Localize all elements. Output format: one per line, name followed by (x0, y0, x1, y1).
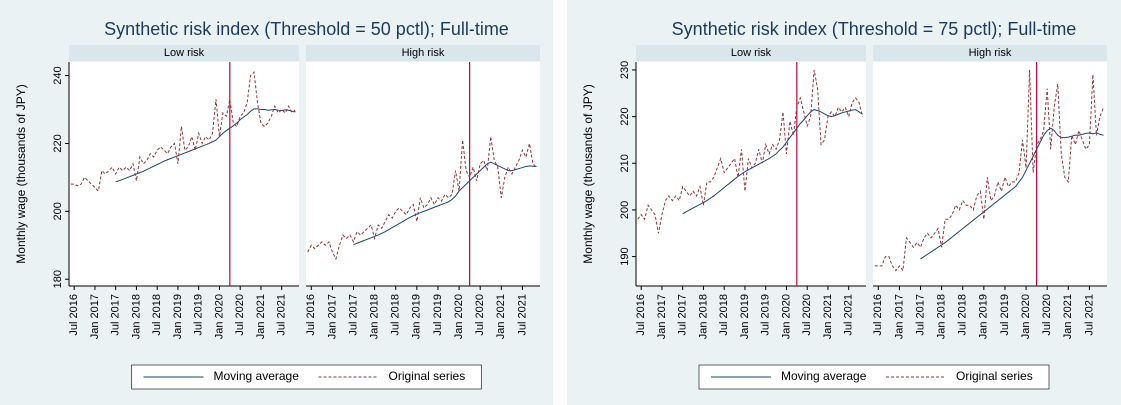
panel-header (873, 45, 1107, 61)
y-tick-label: 200 (52, 202, 64, 220)
x-tick-label: Jan 2020 (453, 294, 465, 339)
plot-area (306, 62, 540, 286)
x-tick-label: Jul 2019 (432, 294, 444, 336)
x-tick-label: Jan 2020 (1020, 294, 1032, 339)
x-tick-label: Jan 2018 (130, 294, 142, 339)
y-tick-label: 210 (619, 154, 631, 172)
x-tick-label: Jul 2017 (110, 294, 122, 336)
x-tick-label: Jan 2018 (697, 294, 709, 339)
y-tick-label: 230 (619, 61, 631, 79)
line-series (637, 69, 864, 234)
y-tick-label: 220 (52, 134, 64, 152)
legend-label: Original series (956, 369, 1033, 383)
line-series (70, 71, 296, 192)
panel-header (636, 45, 866, 61)
chart-title: Synthetic risk index (Threshold = 50 pct… (104, 19, 509, 39)
line-series (115, 108, 296, 183)
legend-label: Original series (389, 369, 466, 383)
x-tick-label: Jul 2019 (999, 294, 1011, 336)
x-tick-label: Jan 2017 (326, 294, 338, 339)
x-tick-label: Jul 2020 (801, 294, 813, 336)
legend-label: Moving average (214, 369, 300, 383)
x-tick-label: Jul 2016 (305, 294, 317, 336)
x-tick-label: Jan 2020 (213, 294, 225, 339)
x-tick-label: Jan 2019 (978, 294, 990, 339)
y-tick-label: 190 (619, 247, 631, 265)
x-tick-label: Jan 2019 (411, 294, 423, 339)
panel-title: Low risk (731, 47, 772, 59)
x-tick-label: Jan 2019 (172, 294, 184, 339)
panel-title: High risk (969, 47, 1012, 59)
x-tick-label: Jan 2021 (822, 294, 834, 339)
x-tick-label: Jul 2017 (677, 294, 689, 336)
y-axis-label: Monthly wage (thousands of JPY) (14, 84, 28, 263)
line-series (682, 109, 863, 215)
x-tick-label: Jul 2018 (390, 294, 402, 336)
x-tick-label: Jan 2021 (255, 294, 267, 339)
plot-area (873, 62, 1107, 286)
y-tick-label: 180 (52, 270, 64, 288)
y-tick-label: 240 (52, 66, 64, 84)
panel-title: High risk (402, 47, 445, 59)
line-series (353, 161, 537, 246)
x-tick-label: Jul 2017 (914, 294, 926, 336)
x-tick-label: Jul 2021 (843, 294, 855, 336)
plot-area (69, 62, 299, 286)
x-tick-label: Jul 2017 (347, 294, 359, 336)
x-tick-label: Jan 2020 (780, 294, 792, 339)
line-series (874, 69, 1104, 272)
x-tick-label: Jan 2018 (369, 294, 381, 339)
x-tick-label: Jul 2018 (151, 294, 163, 336)
chart-title: Synthetic risk index (Threshold = 75 pct… (672, 19, 1077, 39)
x-tick-label: Jul 2019 (760, 294, 772, 336)
x-tick-label: Jul 2021 (516, 294, 528, 336)
x-tick-label: Jan 2017 (89, 294, 101, 339)
x-tick-label: Jul 2016 (872, 294, 884, 336)
y-axis-label: Monthly wage (thousands of JPY) (581, 84, 595, 263)
x-tick-label: Jul 2019 (193, 294, 205, 336)
x-tick-label: Jul 2021 (276, 294, 288, 336)
x-tick-label: Jan 2021 (1062, 294, 1074, 339)
line-series (307, 136, 537, 261)
x-tick-label: Jul 2018 (718, 294, 730, 336)
x-tick-label: Jul 2018 (957, 294, 969, 336)
x-tick-label: Jan 2021 (495, 294, 507, 339)
x-tick-label: Jul 2016 (68, 294, 80, 336)
line-series (920, 127, 1104, 260)
x-tick-label: Jul 2020 (234, 294, 246, 336)
legend-label: Moving average (781, 369, 867, 383)
x-tick-label: Jan 2018 (936, 294, 948, 339)
legend-box (131, 364, 482, 390)
x-tick-label: Jul 2021 (1083, 294, 1095, 336)
y-tick-label: 200 (619, 201, 631, 219)
panel-title: Low risk (164, 47, 205, 59)
plot-area (636, 62, 866, 286)
x-tick-label: Jan 2019 (739, 294, 751, 339)
y-tick-label: 220 (619, 107, 631, 125)
x-tick-label: Jan 2017 (656, 294, 668, 339)
x-tick-label: Jul 2016 (635, 294, 647, 336)
panel-header (306, 45, 540, 61)
x-tick-label: Jan 2017 (893, 294, 905, 339)
panel-header (69, 45, 299, 61)
x-tick-label: Jul 2020 (474, 294, 486, 336)
x-tick-label: Jul 2020 (1041, 294, 1053, 336)
